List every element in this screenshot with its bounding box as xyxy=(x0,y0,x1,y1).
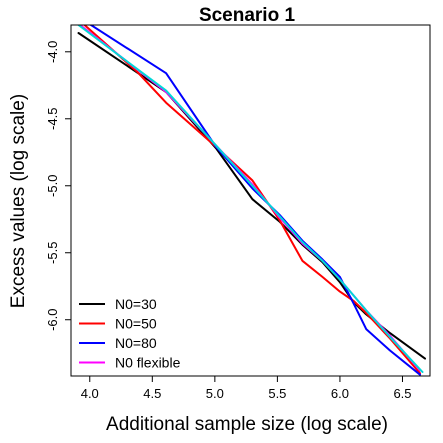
legend-label: N0=80 xyxy=(115,335,157,351)
y-axis: -4.0 -4.5 -5.0 -5.5 -6.0 xyxy=(45,41,71,331)
series-line-4 xyxy=(77,25,424,373)
y-tick-label: -6.0 xyxy=(45,309,60,331)
y-tick-label: -4.0 xyxy=(45,41,60,63)
y-axis-label: Excess values (log scale) xyxy=(8,94,29,308)
x-tick-label: 4.0 xyxy=(81,386,99,401)
legend: N0=30 N0=50 N0=80 N0 flexible xyxy=(79,296,181,371)
y-tick-label: -5.0 xyxy=(45,175,60,197)
x-tick-label: 4.5 xyxy=(143,386,161,401)
plot-frame xyxy=(70,24,431,377)
legend-label: N0=50 xyxy=(115,316,157,332)
y-tick-label: -4.5 xyxy=(45,108,60,130)
x-tick-label: 6.5 xyxy=(393,386,411,401)
x-tick-label: 5.0 xyxy=(206,386,224,401)
x-axis-label: Additional sample size (log scale) xyxy=(106,414,388,435)
legend-label: N0 flexible xyxy=(115,355,181,371)
x-axis: 4.0 4.5 5.0 5.5 6.0 6.5 xyxy=(81,376,412,401)
x-tick-label: 6.0 xyxy=(331,386,349,401)
series-layer xyxy=(77,25,426,376)
y-tick-label: -5.5 xyxy=(45,242,60,264)
legend-label: N0=30 xyxy=(115,296,157,312)
x-tick-label: 5.5 xyxy=(268,386,286,401)
series-line-1 xyxy=(83,25,421,375)
chart-title: Scenario 1 xyxy=(199,5,296,26)
